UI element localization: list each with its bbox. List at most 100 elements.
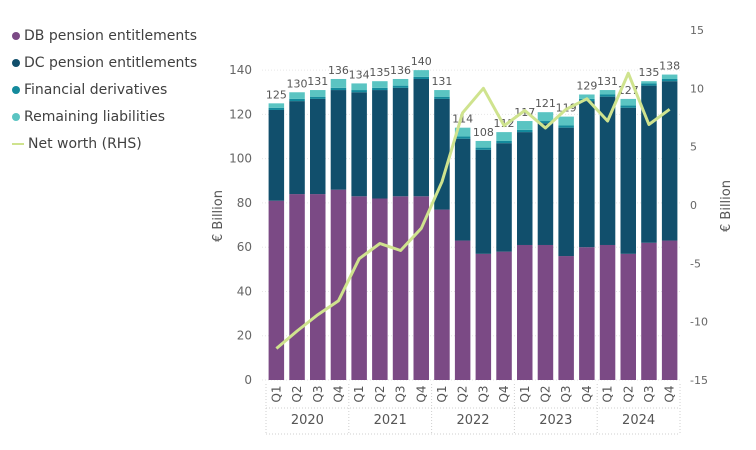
x-tick-label-quarter: Q4 [414,385,428,402]
legend-marker-derivatives [12,85,20,94]
bar-segment-dc [289,101,305,195]
bar-segment-derivatives [413,76,429,79]
legend-item-derivatives[interactable]: Financial derivatives [12,76,197,103]
y-axis-right: -15 -10 -5 0 5 10 15 [690,24,708,387]
total-label: 108 [473,126,494,139]
y-tick-label-right: 15 [690,24,704,37]
legend-label-dc: DC pension entitlements [24,54,198,71]
x-tick-label-quarter: Q3 [559,385,573,402]
bar-segment-derivatives [661,78,678,82]
bar-stack [268,103,285,380]
x-tick-label-year: 2023 [539,413,572,428]
x-tick-label-quarter: Q3 [476,385,490,402]
y-axis-title-left: € Billion [211,190,226,242]
bar-segment-remaining [579,94,595,99]
bar-segment-derivatives [289,98,305,102]
bar-segment-db [475,253,492,380]
x-tick-label-quarter: Q2 [456,385,470,402]
bar-segment-derivatives [454,136,471,139]
y-tick-label-left: 120 [229,107,252,121]
x-tick-label-year: 2022 [456,413,489,428]
bar-stack [434,90,450,380]
bar-segment-remaining [537,112,554,122]
legend-label-db: DB pension entitlements [24,27,198,44]
bar-segment-derivatives [641,83,657,86]
x-tick-label-quarter: Q4 [580,385,594,402]
x-tick-label-quarter: Q2 [621,385,635,402]
bar-stack [517,121,533,380]
legend-marker-networth [12,142,24,145]
y-tick-label-left: 60 [237,240,252,254]
x-tick-label-year: 2020 [291,413,324,428]
bar-segment-remaining [268,103,285,108]
x-tick-label-quarter: Q3 [394,385,408,402]
bar-stack [661,74,678,380]
bar-segment-dc [599,96,616,245]
y-tick-label-right: -5 [690,257,701,270]
total-label: 129 [576,79,597,92]
bar-segment-remaining [330,78,347,88]
x-tick-label-quarter: Q2 [538,385,552,402]
total-label: 140 [411,55,432,68]
y-tick-label-right: 5 [690,141,697,154]
bar-segment-db [289,194,305,380]
bar-segment-dc [558,127,574,257]
total-label: 131 [307,75,328,88]
bar-segment-derivatives [599,94,616,97]
legend-item-remaining[interactable]: Remaining liabilities [12,103,197,130]
x-tick-label-year: 2024 [622,413,655,428]
bar-segment-dc [268,109,285,201]
bar-segment-remaining [434,90,450,97]
legend-item-dc[interactable]: DC pension entitlements [12,49,197,76]
bar-segment-db [496,251,512,380]
legend-item-db[interactable]: DB pension entitlements [12,22,197,49]
total-label: 135 [369,66,390,79]
legend-label-networth: Net worth (RHS) [28,135,142,152]
bar-segment-db [599,244,616,380]
bar-segment-remaining [496,132,512,141]
bar-segment-db [454,240,471,380]
legend-label-remaining: Remaining liabilities [24,108,165,125]
bar-segment-remaining [517,121,533,130]
x-tick-label-quarter: Q2 [290,385,304,402]
bar-stack [620,98,636,380]
x-tick-label-quarter: Q3 [642,385,656,402]
bar-segment-db [413,196,429,380]
x-tick-label-quarter: Q2 [373,385,387,402]
bar-segment-dc [392,87,409,197]
total-label: 114 [452,113,473,126]
y-tick-label-left: 20 [237,329,252,343]
total-label: 131 [431,75,452,88]
bar-segment-dc [517,132,533,245]
bar-segment-dc [620,107,636,254]
bar-segment-dc [454,138,471,241]
x-axis: Q1 Q2 Q3 Q4 Q1 Q2 Q3 Q4 Q1 Q2 Q3 Q4 Q1 Q2 Q3 Q4 Q1 Q2 Q3 Q4… [265,384,681,435]
bar-segment-db [558,256,574,380]
net-worth-line [275,71,671,350]
bar-stacks [268,70,678,380]
total-label: 138 [659,60,680,73]
bar-segment-dc [310,98,326,195]
bar-segment-derivatives [392,85,409,88]
bar-segment-db [268,200,285,380]
bar-segment-db [517,244,533,380]
bar-segment-derivatives [517,129,533,133]
bar-segment-db [661,240,678,380]
legend-item-networth[interactable]: Net worth (RHS) [12,130,197,157]
x-tick-label-quarter: Q3 [311,385,325,402]
bar-segment-dc [475,149,492,254]
bar-segment-dc [434,98,450,210]
y-tick-label-right: 10 [690,82,704,95]
total-label: 136 [390,64,411,77]
y-tick-label-left: 0 [244,373,252,387]
bar-segment-db [372,198,388,380]
bar-segment-derivatives [434,96,450,99]
bar-segment-db [641,242,657,380]
bar-stack [372,81,388,380]
legend-label-derivatives: Financial derivatives [24,81,168,98]
total-label: 135 [638,66,659,79]
bar-segment-db [310,194,326,380]
bar-segment-db [392,196,409,380]
legend-marker-dc [12,58,20,67]
